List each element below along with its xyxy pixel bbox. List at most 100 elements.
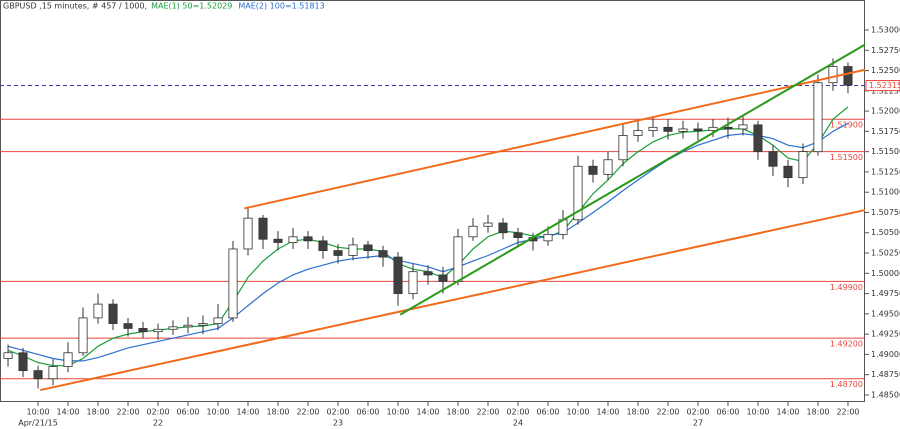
candle-body (243, 217, 253, 250)
level-label-bg (831, 379, 864, 389)
candle-body (273, 238, 283, 243)
legend-entry: MAE(1) 50=1.52029 (151, 2, 232, 11)
date-label: 24 (513, 419, 523, 428)
candle-body (168, 326, 178, 330)
candle-body (723, 126, 733, 130)
date-label: 27 (693, 419, 703, 428)
x-tick-label: 22:00 (836, 408, 859, 417)
candle-body (438, 274, 448, 282)
x-tick-label: 18:00 (446, 408, 469, 417)
x-tick-label: 18:00 (86, 408, 109, 417)
chart-title: GBPUSD ,15 minutes, # 457 / 1000, (3, 2, 147, 11)
x-tick-label: 14:00 (596, 408, 619, 417)
candle-body (288, 236, 298, 243)
x-tick-label: 10:00 (746, 408, 769, 417)
candle-body (708, 126, 718, 131)
candle-body (213, 317, 223, 324)
candle-body (618, 135, 628, 161)
y-tick-label: 1.49500 (871, 309, 900, 318)
candle-body (378, 250, 388, 258)
level-label: 1.51900 (830, 121, 863, 130)
y-tick-label: 1.51750 (871, 127, 900, 136)
candle-body (78, 317, 88, 354)
y-tick-label: 1.52000 (871, 107, 900, 116)
x-tick-label: 06:00 (176, 408, 199, 417)
candle-body (3, 352, 13, 359)
level-label-bg (831, 282, 864, 292)
x-tick-label: 02:00 (506, 408, 529, 417)
candle-body (753, 124, 763, 153)
candle-body (153, 328, 163, 333)
x-tick-label: 14:00 (236, 408, 259, 417)
candle-body (423, 271, 433, 276)
y-tick-label: 1.51250 (871, 167, 900, 176)
y-tick-label: 1.50000 (871, 269, 900, 278)
y-tick-label: 1.52500 (871, 66, 900, 75)
candle-body (513, 232, 523, 239)
candle-body (198, 323, 208, 326)
candle-body (228, 248, 238, 319)
x-tick-label: 14:00 (776, 408, 799, 417)
candle-body (18, 352, 28, 372)
candle-body (498, 222, 508, 234)
x-tick-label: 22:00 (656, 408, 679, 417)
x-tick-label: 02:00 (686, 408, 709, 417)
level-label: 1.51500 (830, 153, 863, 162)
candle-body (48, 366, 58, 380)
candle-body (648, 126, 658, 131)
candle-body (363, 244, 373, 251)
y-tick-label: 1.51500 (871, 147, 900, 156)
date-label: Apr/21/15 (18, 419, 58, 428)
x-tick-label: 22:00 (296, 408, 319, 417)
x-tick-label: 10:00 (386, 408, 409, 417)
y-tick-label: 1.51000 (871, 188, 900, 197)
candle-body (678, 128, 688, 132)
candle-body (258, 217, 268, 240)
candle-body (543, 233, 553, 242)
x-tick-label: 18:00 (806, 408, 829, 417)
candle-body (108, 303, 118, 324)
level-label-bg (831, 339, 864, 349)
y-tick-label: 1.48500 (871, 390, 900, 399)
candle-body (33, 370, 43, 380)
x-tick-label: 14:00 (416, 408, 439, 417)
x-tick-label: 02:00 (326, 408, 349, 417)
x-tick-label: 22:00 (476, 408, 499, 417)
level-label: 1.49900 (830, 283, 863, 292)
level-label-bg (831, 152, 864, 162)
trendline (399, 43, 866, 316)
level-label: 1.48700 (830, 380, 863, 389)
date-label: 22 (153, 419, 163, 428)
trendline (40, 209, 866, 392)
candle-body (183, 324, 193, 328)
candle-body (408, 271, 418, 294)
candle-body (783, 165, 793, 179)
legend-entry: MAE(2) 100=1.51813 (238, 2, 324, 11)
candle-body (663, 126, 673, 132)
candle-body (393, 256, 403, 294)
candle-body (318, 240, 328, 251)
current-price-label: 1.52315 (869, 81, 900, 90)
x-tick-label: 06:00 (716, 408, 739, 417)
candle-body (588, 165, 598, 175)
candle-body (603, 159, 613, 175)
x-tick-label: 10:00 (206, 408, 229, 417)
candle-body (843, 66, 853, 86)
y-tick-label: 1.49000 (871, 350, 900, 359)
candle-body (738, 124, 748, 130)
x-tick-label: 22:00 (116, 408, 139, 417)
trendline (244, 68, 866, 210)
x-tick-label: 10:00 (26, 408, 49, 417)
candle-body (93, 303, 103, 319)
level-label-bg (831, 120, 864, 130)
x-tick-label: 06:00 (356, 408, 379, 417)
candle-body (693, 128, 703, 131)
current-price-box (865, 80, 900, 92)
y-tick-label: 1.49250 (871, 330, 900, 339)
level-label: 1.49200 (830, 340, 863, 349)
x-tick-label: 18:00 (626, 408, 649, 417)
y-tick-label: 1.50750 (871, 208, 900, 217)
candle-body (63, 352, 73, 367)
candle-body (813, 82, 823, 153)
